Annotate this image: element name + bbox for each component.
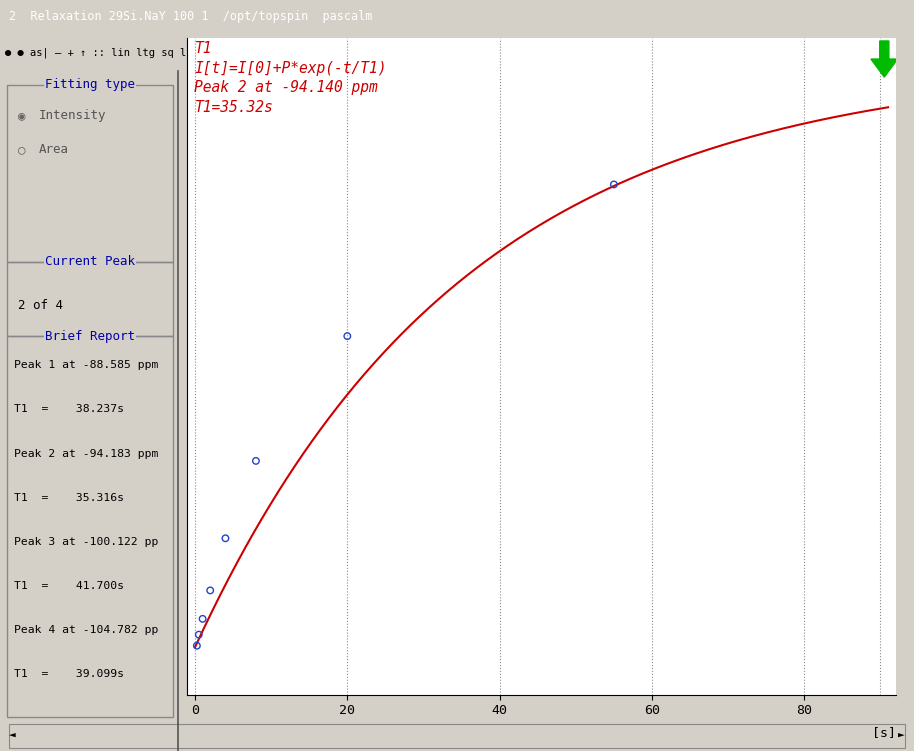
Text: T1  =    41.700s: T1 = 41.700s: [15, 581, 124, 591]
Text: Peak 3 at -100.122 pp: Peak 3 at -100.122 pp: [15, 537, 159, 547]
Text: ● ● as| — + ↑ :: lin ltg sq ltg ⊟ ⊙ i ■: ● ● as| — + ↑ :: lin ltg sq ltg ⊟ ⊙ i ■: [5, 47, 249, 58]
Point: [189, 640, 204, 652]
Text: Peak 4 at -104.782 pp: Peak 4 at -104.782 pp: [15, 626, 159, 635]
Text: 2 of 4: 2 of 4: [18, 300, 63, 312]
Point: [340, 330, 355, 342]
Text: T1  =    35.316s: T1 = 35.316s: [15, 493, 124, 502]
Text: T1  =    39.099s: T1 = 39.099s: [15, 669, 124, 680]
Point: [218, 532, 233, 544]
Text: ○: ○: [18, 143, 26, 156]
Text: ►: ►: [898, 731, 905, 741]
Text: Fitting type: Fitting type: [45, 78, 135, 92]
Point: [203, 584, 218, 596]
Bar: [7, 336, 173, 717]
Text: T1  =    38.237s: T1 = 38.237s: [15, 404, 124, 415]
Point: [196, 613, 210, 625]
Point: [607, 179, 622, 191]
Text: Current Peak: Current Peak: [45, 255, 135, 268]
Text: [s]: [s]: [872, 726, 896, 739]
Text: Intensity: Intensity: [39, 109, 107, 122]
Text: 2  Relaxation 29Si.NaY 100 1  /opt/topspin  pascalm: 2 Relaxation 29Si.NaY 100 1 /opt/topspin…: [9, 11, 373, 23]
Bar: [7, 85, 173, 261]
Text: Area: Area: [39, 143, 69, 156]
Point: [191, 629, 206, 641]
Bar: [9, 724, 905, 748]
FancyArrow shape: [871, 41, 898, 77]
Text: Peak 2 at -94.183 ppm: Peak 2 at -94.183 ppm: [15, 448, 159, 459]
Text: ◄: ◄: [9, 731, 16, 741]
Point: [249, 455, 263, 467]
Text: Peak 1 at -88.585 ppm: Peak 1 at -88.585 ppm: [15, 360, 159, 370]
Text: T1
I[t]=I[0]+P*exp(-t/T1)
Peak 2 at -94.140 ppm
T1=35.32s: T1 I[t]=I[0]+P*exp(-t/T1) Peak 2 at -94.…: [195, 41, 387, 115]
Text: ◉: ◉: [18, 109, 26, 122]
Text: Brief Report: Brief Report: [45, 330, 135, 343]
Bar: [7, 261, 173, 336]
